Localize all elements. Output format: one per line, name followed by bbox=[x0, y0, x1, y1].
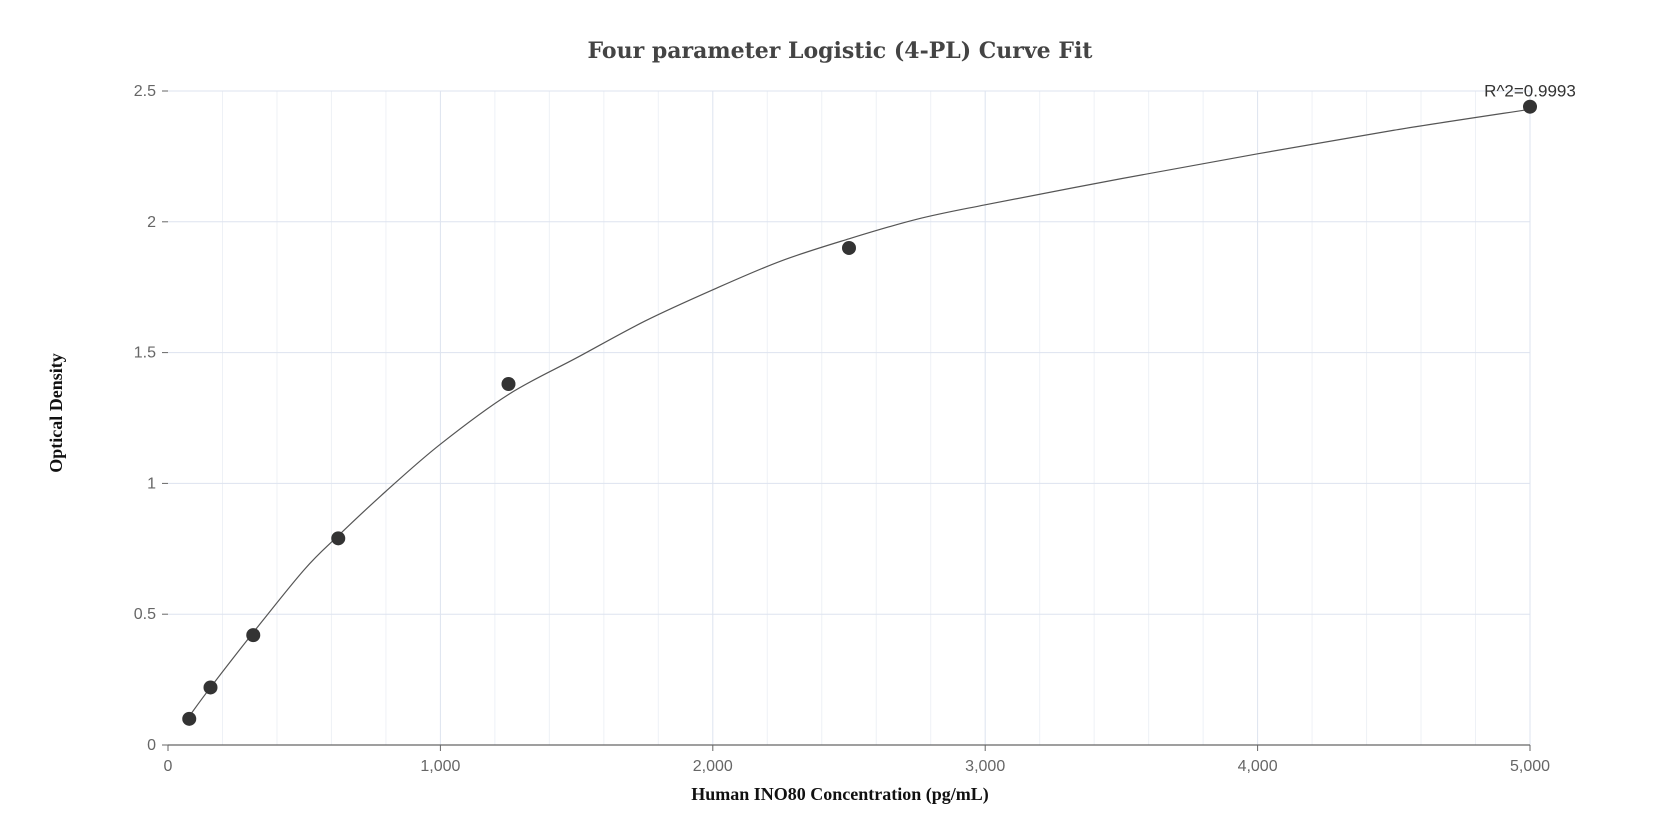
fit-curve bbox=[188, 108, 1531, 717]
data-point bbox=[501, 376, 516, 391]
x-tick-label: 0 bbox=[164, 758, 173, 775]
x-axis-ticks: 0 1,000 2,000 3,000 4,000 5,000 bbox=[164, 745, 1550, 775]
major-grid bbox=[168, 90, 1531, 745]
annotations: R^2=0.9993 bbox=[1484, 82, 1576, 101]
x-tick-label: 3,000 bbox=[965, 758, 1005, 775]
x-tick-label: 1,000 bbox=[420, 758, 460, 775]
x-tick-label: 2,000 bbox=[693, 758, 733, 775]
data-point bbox=[1523, 99, 1537, 114]
y-tick-label: 1.5 bbox=[134, 345, 156, 362]
data-point bbox=[246, 628, 261, 643]
data-points bbox=[182, 99, 1537, 726]
minor-grid bbox=[221, 91, 1477, 745]
y-tick-label: 0 bbox=[147, 737, 156, 754]
data-point bbox=[842, 240, 856, 255]
r-squared-annotation: R^2=0.9993 bbox=[1484, 82, 1576, 101]
x-axis-title: Human INO80 Concentration (pg/mL) bbox=[691, 784, 989, 805]
y-tick-label: 0.5 bbox=[134, 606, 156, 623]
y-tick-label: 2 bbox=[147, 214, 156, 231]
y-tick-label: 1 bbox=[147, 475, 156, 492]
data-point bbox=[203, 680, 218, 695]
y-tick-label: 2.5 bbox=[134, 83, 156, 100]
x-tick-label: 5,000 bbox=[1510, 758, 1550, 775]
data-point bbox=[331, 531, 346, 546]
chart-title: Four parameter Logistic (4-PL) Curve Fit bbox=[588, 38, 1094, 64]
y-axis-title: Optical Density bbox=[46, 353, 66, 473]
x-tick-label: 4,000 bbox=[1238, 758, 1278, 775]
data-point bbox=[182, 711, 197, 726]
y-axis-ticks: 0 0.5 1 1.5 2 2.5 bbox=[134, 83, 168, 754]
